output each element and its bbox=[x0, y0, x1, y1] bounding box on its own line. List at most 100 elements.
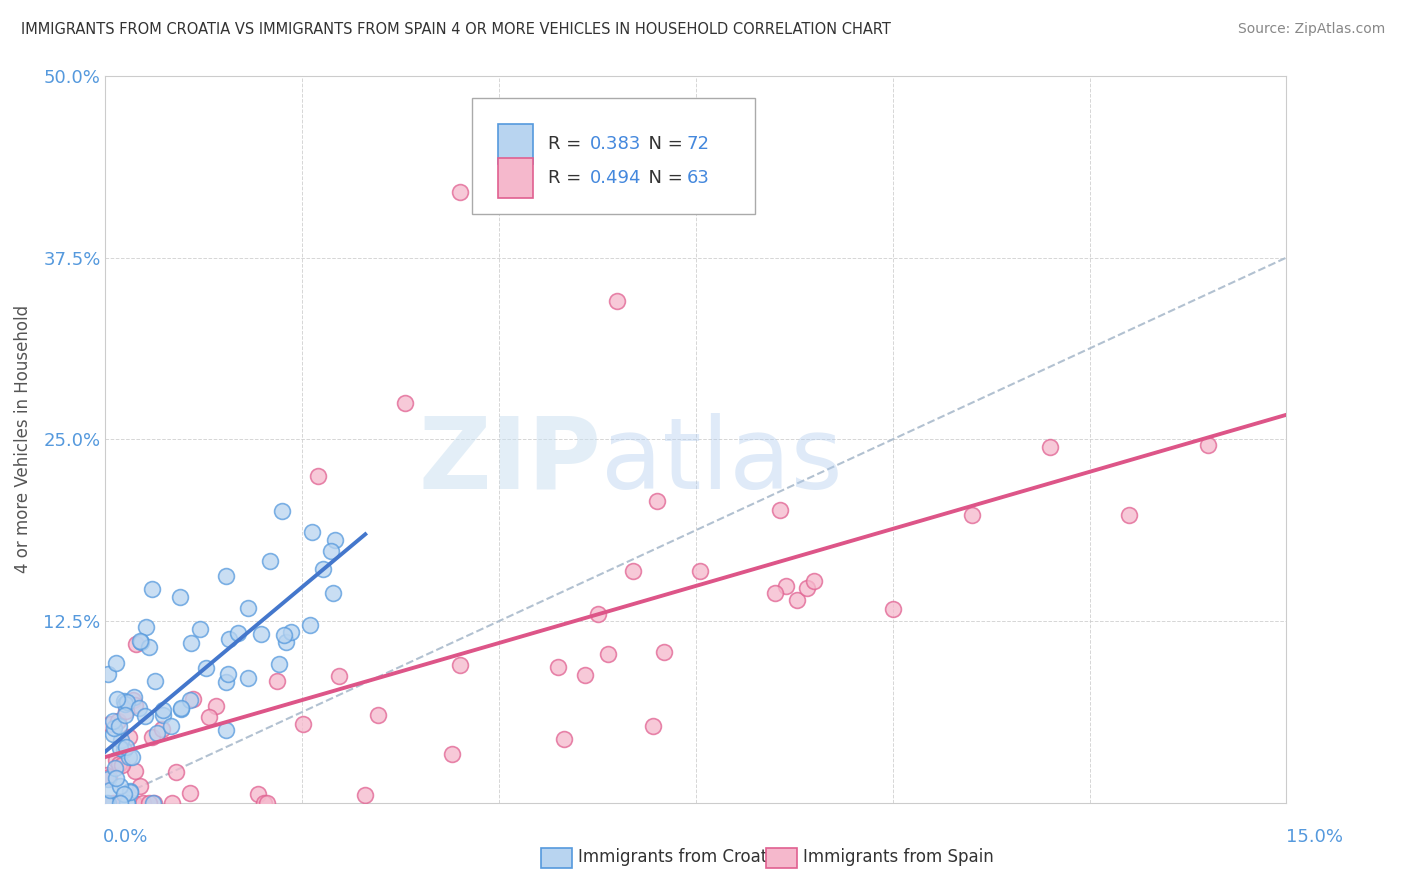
Text: IMMIGRANTS FROM CROATIA VS IMMIGRANTS FROM SPAIN 4 OR MORE VEHICLES IN HOUSEHOLD: IMMIGRANTS FROM CROATIA VS IMMIGRANTS FR… bbox=[21, 22, 891, 37]
Point bbox=[181, 692, 204, 706]
Point bbox=[291, 716, 314, 731]
Point bbox=[108, 796, 131, 810]
Point bbox=[108, 780, 131, 794]
Point bbox=[112, 694, 135, 708]
Point bbox=[689, 564, 711, 578]
Point bbox=[105, 656, 128, 670]
Point bbox=[276, 635, 298, 649]
Point bbox=[129, 635, 152, 649]
Point bbox=[114, 697, 136, 711]
Point bbox=[596, 647, 619, 661]
Point bbox=[152, 707, 174, 722]
Point bbox=[256, 796, 278, 810]
Point bbox=[786, 593, 808, 607]
Point bbox=[246, 787, 269, 801]
Point bbox=[236, 672, 259, 686]
Point bbox=[141, 730, 163, 744]
Point bbox=[97, 796, 120, 810]
Text: 15.0%: 15.0% bbox=[1285, 828, 1343, 846]
Point bbox=[299, 617, 322, 632]
Point bbox=[101, 726, 124, 740]
Point bbox=[114, 704, 136, 718]
Point bbox=[1197, 438, 1219, 452]
Bar bbox=[498, 124, 533, 163]
Text: N =: N = bbox=[637, 169, 689, 187]
Point bbox=[128, 779, 150, 793]
Point bbox=[643, 719, 665, 733]
Point bbox=[98, 771, 121, 785]
Point bbox=[354, 788, 377, 802]
Point bbox=[108, 740, 131, 755]
Text: Immigrants from Croatia: Immigrants from Croatia bbox=[578, 848, 782, 866]
Point bbox=[218, 632, 240, 647]
Point bbox=[198, 710, 221, 724]
Point bbox=[226, 625, 249, 640]
Point bbox=[775, 579, 797, 593]
Point bbox=[122, 796, 145, 810]
Point bbox=[142, 796, 165, 810]
Point bbox=[621, 564, 644, 578]
Point bbox=[108, 757, 131, 772]
Point bbox=[117, 796, 139, 810]
Point bbox=[143, 673, 166, 688]
Point bbox=[270, 504, 292, 518]
Point bbox=[120, 785, 142, 799]
Point bbox=[449, 658, 471, 673]
Point bbox=[111, 758, 134, 772]
Point bbox=[606, 294, 628, 309]
Point bbox=[101, 796, 124, 810]
Point bbox=[322, 586, 344, 600]
Point bbox=[319, 544, 342, 558]
Text: R =: R = bbox=[548, 169, 588, 187]
Point bbox=[1118, 508, 1140, 523]
FancyBboxPatch shape bbox=[471, 97, 755, 214]
Point bbox=[394, 396, 416, 410]
Text: 0.383: 0.383 bbox=[589, 135, 641, 153]
Point bbox=[135, 620, 157, 634]
Point bbox=[159, 719, 181, 733]
Point bbox=[118, 730, 141, 744]
Point bbox=[215, 723, 238, 738]
Point bbox=[440, 747, 463, 761]
Point bbox=[574, 668, 596, 682]
Point bbox=[98, 717, 121, 731]
Point bbox=[170, 701, 193, 715]
Point bbox=[652, 645, 675, 659]
Point bbox=[97, 772, 120, 786]
Point bbox=[547, 660, 569, 674]
Point bbox=[96, 796, 118, 810]
Point bbox=[104, 762, 127, 776]
Text: R =: R = bbox=[548, 135, 588, 153]
Point bbox=[107, 714, 129, 729]
Bar bbox=[498, 158, 533, 198]
Point bbox=[96, 768, 118, 782]
Point bbox=[138, 796, 160, 810]
Point bbox=[252, 796, 274, 810]
Point bbox=[141, 582, 163, 597]
Point bbox=[367, 708, 389, 723]
Point bbox=[101, 714, 124, 729]
Point bbox=[205, 698, 228, 713]
Point bbox=[188, 622, 211, 636]
Text: 0.494: 0.494 bbox=[589, 169, 641, 187]
Point bbox=[553, 731, 575, 746]
Point bbox=[170, 701, 193, 715]
Point bbox=[114, 787, 136, 801]
Point bbox=[132, 796, 155, 810]
Point bbox=[103, 721, 125, 735]
Point bbox=[108, 719, 131, 733]
Point bbox=[121, 749, 143, 764]
Point bbox=[217, 667, 239, 681]
Point bbox=[142, 796, 165, 810]
Point bbox=[323, 533, 346, 548]
Point bbox=[118, 750, 141, 764]
Point bbox=[763, 585, 786, 599]
Point bbox=[122, 693, 145, 707]
Point bbox=[250, 627, 273, 641]
Point bbox=[115, 695, 138, 709]
Text: Source: ZipAtlas.com: Source: ZipAtlas.com bbox=[1237, 22, 1385, 37]
Point bbox=[108, 796, 131, 810]
Point bbox=[134, 708, 156, 723]
Point bbox=[266, 674, 288, 689]
Point bbox=[449, 185, 471, 199]
